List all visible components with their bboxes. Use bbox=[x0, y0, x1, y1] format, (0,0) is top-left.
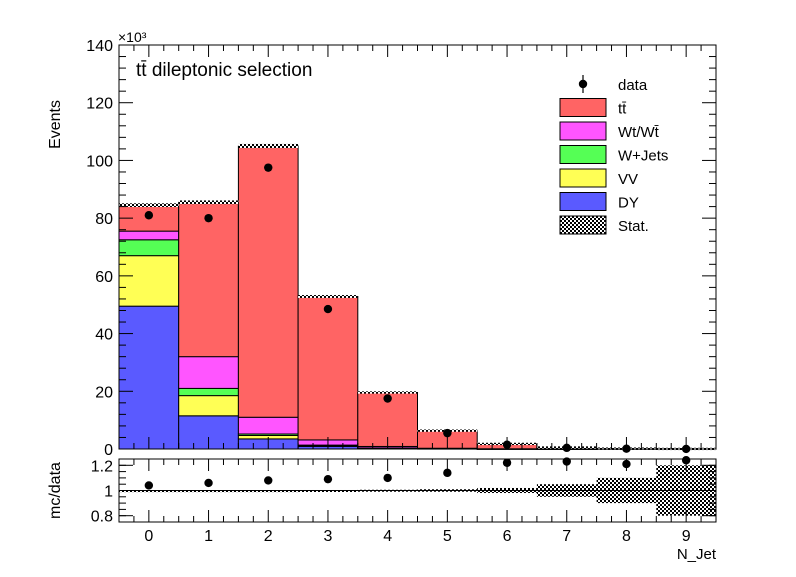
legend-label-wt-wt-: Wt/Wt̄ bbox=[618, 124, 660, 141]
stat-band-1 bbox=[179, 200, 239, 204]
data-point-3 bbox=[324, 305, 332, 313]
data-point-2 bbox=[264, 163, 272, 171]
y-tick-label-140: 140 bbox=[86, 38, 113, 55]
legend-label-tt-: tt̄ bbox=[618, 101, 627, 118]
ratio-point-2 bbox=[264, 476, 272, 484]
legend-swatch-w-jets bbox=[560, 146, 606, 164]
y-tick-label-120: 120 bbox=[86, 96, 113, 113]
x-tick-label-7: 7 bbox=[562, 528, 571, 545]
data-point-0 bbox=[145, 211, 153, 219]
x-tick-label-4: 4 bbox=[383, 528, 392, 545]
data-point-1 bbox=[204, 214, 212, 222]
legend-label-stat-: Stat. bbox=[618, 218, 649, 235]
y-axis-title: Events bbox=[47, 100, 64, 149]
data-point-4 bbox=[383, 394, 391, 402]
bar-vv-0 bbox=[119, 256, 179, 307]
x-axis-title: N_Jet bbox=[677, 546, 717, 563]
bar-wt-wt--1 bbox=[179, 357, 239, 389]
y-tick-label-60: 60 bbox=[95, 269, 113, 286]
legend-label-vv: VV bbox=[618, 171, 638, 188]
x-tick-label-9: 9 bbox=[682, 528, 691, 545]
stat-band-3 bbox=[298, 295, 358, 298]
bar-wt-wt--2 bbox=[238, 417, 298, 434]
y-tick-label-100: 100 bbox=[86, 153, 113, 170]
x-tick-label-3: 3 bbox=[323, 528, 332, 545]
ratio-point-0 bbox=[145, 481, 153, 489]
legend-swatch-stat bbox=[560, 216, 606, 234]
stat-band-4 bbox=[358, 391, 418, 393]
x-tick-label-1: 1 bbox=[204, 528, 213, 545]
bar-dy-0 bbox=[119, 306, 179, 449]
stat-band-0 bbox=[119, 203, 179, 207]
legend: data tt̄ Wt/Wt̄ W+Jets VV DY Stat. bbox=[560, 75, 668, 235]
data-point-5 bbox=[443, 429, 451, 437]
legend-swatch-dy bbox=[560, 193, 606, 211]
y-tick-label-0: 0 bbox=[104, 442, 113, 459]
legend-data-marker bbox=[579, 80, 587, 88]
ratio-point-3 bbox=[324, 475, 332, 483]
legend-swatch-vv bbox=[560, 169, 606, 187]
bar-vv-1 bbox=[179, 396, 239, 416]
ratio-y-axis-title: mc/data bbox=[47, 462, 64, 519]
x-tick-label-2: 2 bbox=[264, 528, 273, 545]
ratio-stat-band bbox=[119, 465, 716, 515]
x-tick-label-0: 0 bbox=[144, 528, 153, 545]
x-tick-label-8: 8 bbox=[622, 528, 631, 545]
bar-tt--3 bbox=[298, 296, 358, 439]
bar-w-jets-1 bbox=[179, 388, 239, 395]
legend-label-w-jets: W+Jets bbox=[618, 148, 668, 165]
y-tick-label-80: 80 bbox=[95, 211, 113, 228]
y-scale-label: ×10³ bbox=[118, 29, 147, 45]
bar-w-jets-0 bbox=[119, 240, 179, 256]
legend-swatch-tt- bbox=[560, 99, 606, 117]
stat-band-2 bbox=[238, 144, 298, 148]
x-tick-label-6: 6 bbox=[503, 528, 512, 545]
ratio-point-1 bbox=[204, 479, 212, 487]
ratio-point-4 bbox=[383, 474, 391, 482]
y-tick-label-40: 40 bbox=[95, 327, 113, 344]
legend-label-dy: DY bbox=[618, 195, 639, 212]
stacked-histogram bbox=[119, 146, 716, 449]
y-tick-label-20: 20 bbox=[95, 384, 113, 401]
ratio-y-tick-label-1: 1 bbox=[104, 484, 113, 501]
x-tick-label-5: 5 bbox=[443, 528, 452, 545]
ratio-y-tick-label-1.2: 1.2 bbox=[91, 458, 113, 475]
bar-wt-wt--0 bbox=[119, 231, 179, 240]
chart-title: tt̄ dileptonic selection bbox=[136, 60, 312, 81]
bar-tt--1 bbox=[179, 202, 239, 356]
legend-label-data: data bbox=[618, 77, 648, 94]
legend-swatch-wt-wt- bbox=[560, 122, 606, 140]
bar-tt--2 bbox=[238, 146, 298, 417]
ratio-y-tick-label-0.8: 0.8 bbox=[91, 509, 113, 526]
